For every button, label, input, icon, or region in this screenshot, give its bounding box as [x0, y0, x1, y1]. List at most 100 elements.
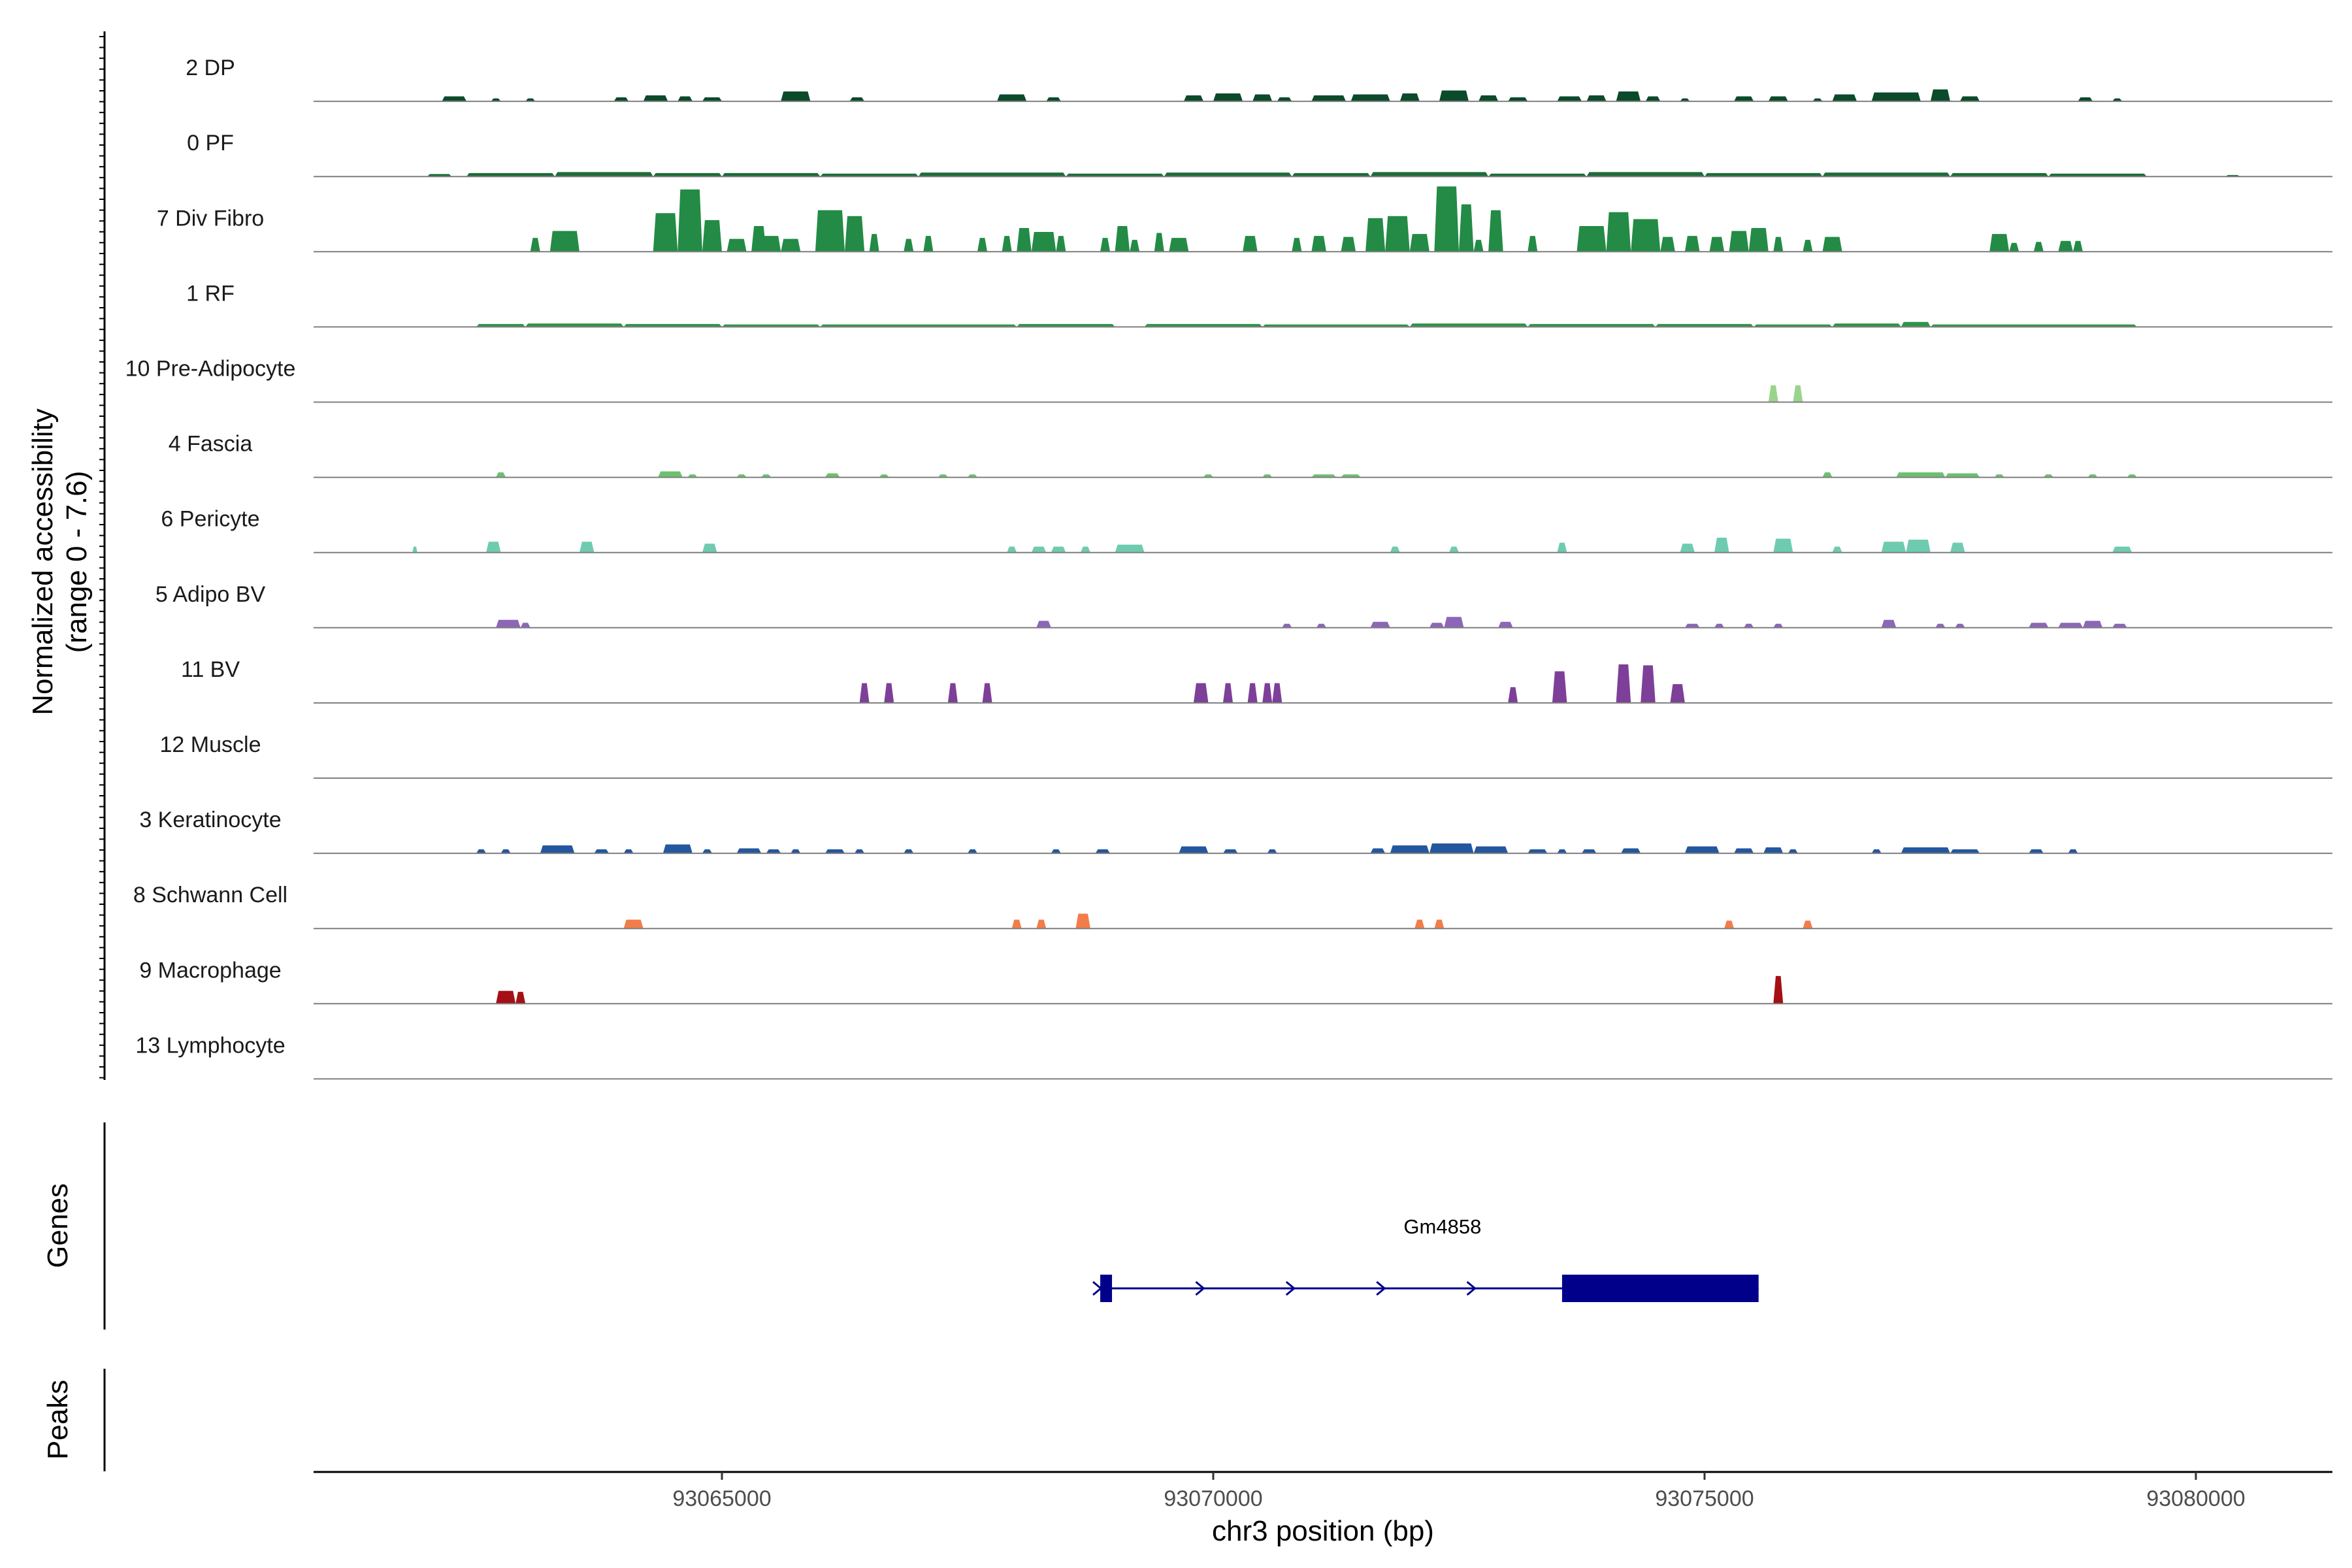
track-9: 11 BV [181, 657, 2332, 704]
track-5: 10 Pre-Adipocyte [125, 357, 2332, 403]
coverage-peak [1247, 683, 1258, 703]
coverage-peak [1473, 240, 1484, 252]
coverage-peak [525, 98, 536, 102]
coverage-peak [1768, 385, 1778, 402]
coverage-peak [879, 474, 889, 478]
coverage-peak [1803, 921, 1813, 929]
coverage-peak [761, 474, 772, 478]
coverage-peak [1311, 236, 1326, 252]
coverage-peak [2029, 849, 2044, 854]
track-label: 8 Schwann Cell [133, 883, 287, 907]
strand-arrow-icon [1285, 1281, 1296, 1296]
coverage-peak [476, 323, 526, 327]
coverage-peak [1223, 683, 1233, 703]
coverage-peak [1793, 385, 1803, 402]
coverage-peak [1370, 621, 1390, 628]
coverage-peak [1655, 323, 1754, 327]
coverage-peak [1409, 234, 1429, 252]
coverage-peak [687, 474, 698, 478]
coverage-peak [1508, 97, 1528, 102]
coverage-peak [623, 323, 722, 327]
coverage-peak [1714, 623, 1725, 628]
coverage-peak [1586, 95, 1607, 102]
coverage-peak [2078, 97, 2093, 102]
coverage-peak [1930, 89, 1950, 102]
y-axis-title-line2: (range 0 - 7.6) [61, 471, 93, 653]
coverage-peak [1871, 92, 1921, 102]
gene-exon [1561, 1275, 1759, 1302]
coverage-peak [1705, 172, 1823, 177]
coverage-peak [1788, 849, 1798, 854]
coverage-peak [1684, 846, 1720, 854]
coverage-peak [1582, 849, 1597, 854]
coverage-y-minor-ticks [99, 36, 105, 1079]
coverage-peak [653, 172, 722, 177]
coverage-peak [1095, 849, 1111, 854]
coverage-peak [820, 173, 919, 177]
coverage-peak [904, 849, 914, 854]
coverage-peak [1709, 237, 1725, 252]
coverage-peak [515, 992, 526, 1004]
track-13: 9 Macrophage [139, 958, 2332, 1005]
coverage-peak [1213, 93, 1243, 102]
coverage-peak [1434, 919, 1445, 929]
coverage-peak [1179, 846, 1209, 854]
coverage-peak [579, 542, 595, 553]
coverage-peak [1075, 913, 1090, 929]
coverage-peak [1488, 210, 1503, 252]
coverage-peak [496, 472, 506, 478]
coverage-peak [1989, 234, 2010, 252]
coverage-peak [1292, 238, 1302, 252]
coverage-peak [1316, 623, 1326, 628]
coverage-peak [530, 238, 540, 252]
track-3: 7 Div Fibro [157, 186, 2332, 253]
strand-arrow-icon [1195, 1281, 1205, 1296]
coverage-peak [1960, 96, 1980, 102]
x-axis-title: chr3 position (bp) [1212, 1515, 1434, 1547]
coverage-peak [1832, 323, 1901, 327]
coverage-peak [2058, 623, 2083, 628]
coverage-peak [1832, 94, 1857, 102]
coverage-peak [2073, 240, 2083, 252]
coverage-peak [1183, 95, 1203, 102]
coverage-peak [1803, 240, 1813, 252]
coverage-peak [702, 544, 717, 553]
coverage-peak [1935, 623, 1946, 628]
coverage-peak [1370, 172, 1489, 177]
track-label: 6 Pericyte [161, 507, 259, 532]
coverage-peak [1002, 236, 1012, 252]
coverage-peak [1822, 472, 1833, 478]
coverage-peak [1822, 237, 1842, 252]
coverage-peak [623, 849, 634, 854]
coverage-peak [977, 238, 988, 252]
track-11: 3 Keratinocyte [139, 808, 2332, 855]
coverage-peak [1459, 204, 1474, 252]
coverage-peak [1724, 921, 1735, 929]
x-tick-label: 93080000 [2146, 1486, 2245, 1511]
track-7: 6 Pericyte [161, 507, 2332, 553]
coverage-peak [1527, 849, 1548, 854]
coverage-peak [1621, 848, 1641, 854]
coverage-peak [904, 238, 914, 252]
coverage-peak [2009, 242, 2019, 252]
coverage-peak [1748, 228, 1769, 252]
coverage-peak [1409, 323, 1528, 327]
coverage-peak [1734, 96, 1754, 102]
coverage-peak [968, 849, 977, 854]
coverage-peak [2058, 240, 2073, 252]
coverage-peak [1557, 849, 1567, 854]
coverage-peak [1046, 97, 1061, 102]
coverage-peak [466, 172, 555, 177]
coverage-peak [1586, 172, 1705, 177]
coverage-peak [1429, 623, 1445, 628]
coverage-peak [2112, 623, 2127, 628]
coverage-peak [678, 189, 702, 252]
coverage-peak [1262, 683, 1273, 703]
coverage-peak [751, 226, 766, 252]
coverage-peak [1262, 474, 1273, 478]
coverage-peak [849, 97, 865, 102]
coverage-peak [1385, 216, 1410, 252]
coverage-peak [825, 849, 845, 854]
coverage-peak [1169, 238, 1189, 252]
coverage-peak [2083, 621, 2103, 628]
